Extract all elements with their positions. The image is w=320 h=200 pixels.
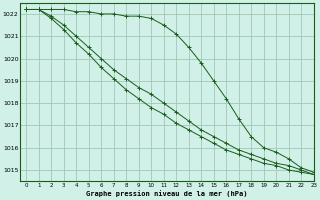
- X-axis label: Graphe pression niveau de la mer (hPa): Graphe pression niveau de la mer (hPa): [86, 190, 248, 197]
